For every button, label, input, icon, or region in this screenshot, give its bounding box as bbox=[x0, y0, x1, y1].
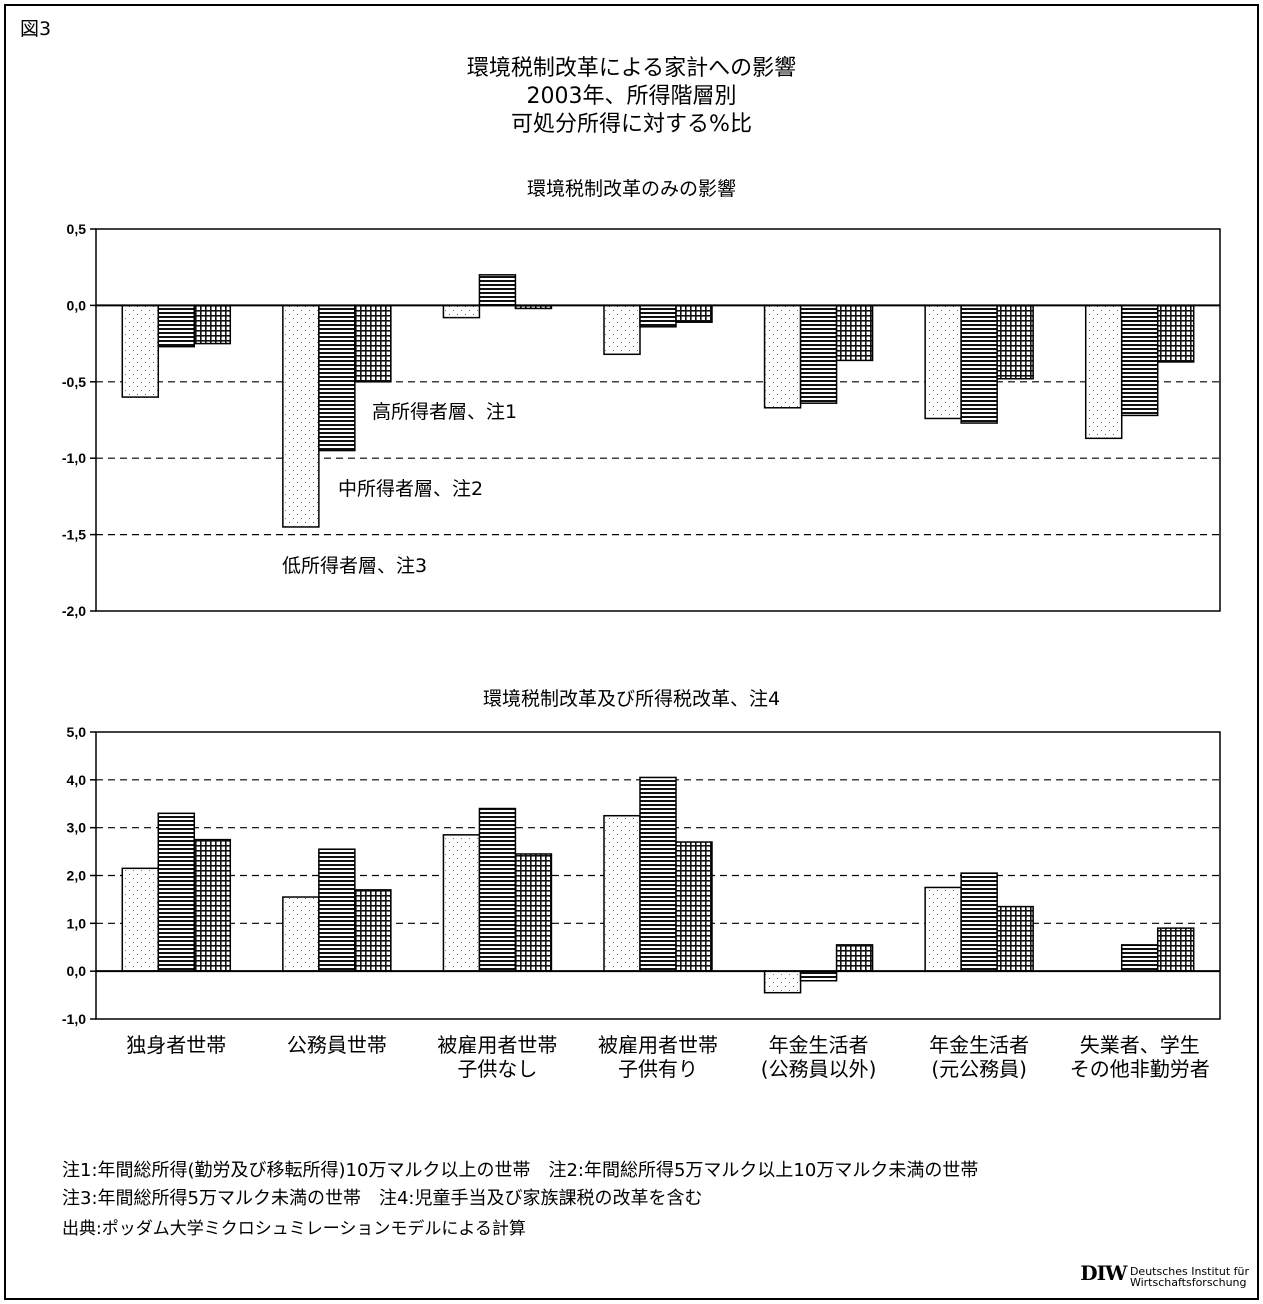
y-tick-label: 2,0 bbox=[67, 868, 87, 884]
logo-text-1: Deutsches Institut für bbox=[1129, 1265, 1249, 1278]
bar-low-6 bbox=[924, 304, 962, 420]
bar-mid-6 bbox=[960, 304, 998, 424]
figure-frame bbox=[4, 4, 1259, 1300]
panel-1-title: 環境税制改革のみの影響 bbox=[526, 178, 736, 200]
bar-high-1 bbox=[193, 304, 232, 345]
bar-low-1 bbox=[121, 867, 160, 972]
bar-mid-2 bbox=[318, 304, 356, 452]
bar-high-6 bbox=[996, 304, 1034, 380]
category-label-5: (公務員以外) bbox=[761, 1057, 877, 1081]
logo-text-2: Wirtschaftsforschung bbox=[1129, 1276, 1247, 1289]
y-tick-label: 0,5 bbox=[67, 221, 87, 237]
annotation-low: 低所得者層、注3 bbox=[282, 555, 427, 577]
bar-mid-5 bbox=[799, 304, 838, 404]
plot-area-1 bbox=[95, 228, 1221, 612]
source-note: 出典:ポッダム大学ミクロシュミレーションモデルによる計算 bbox=[62, 1219, 526, 1239]
y-tick-label: 5,0 bbox=[67, 724, 87, 740]
bar-low-4 bbox=[603, 304, 641, 356]
bar-mid-7 bbox=[1120, 944, 1159, 972]
category-label-3: 被雇用者世帯 bbox=[437, 1033, 557, 1057]
bar-mid-6 bbox=[960, 872, 998, 972]
category-label-3: 子供なし bbox=[457, 1057, 537, 1081]
figure-label: 図3 bbox=[20, 18, 52, 40]
bar-high-7 bbox=[1156, 927, 1195, 972]
y-tick-label: 0,0 bbox=[67, 297, 87, 313]
bar-low-5 bbox=[763, 304, 802, 409]
bar-mid-5 bbox=[799, 970, 838, 982]
diw-logo: DIW Deutsches Institut für Wirtschaftsfo… bbox=[1080, 1261, 1249, 1288]
y-tick-label: 0,0 bbox=[67, 963, 87, 979]
bar-mid-1 bbox=[157, 304, 196, 348]
bar-high-3 bbox=[514, 853, 553, 972]
bar-mid-3 bbox=[478, 807, 517, 972]
bar-high-5 bbox=[835, 304, 874, 362]
category-label-4: 子供有り bbox=[618, 1057, 698, 1081]
category-label-2: 公務員世帯 bbox=[287, 1033, 387, 1057]
bar-mid-3 bbox=[478, 274, 517, 307]
y-tick-label: -1,0 bbox=[62, 1011, 86, 1027]
annotation-mid: 中所得者層、注2 bbox=[338, 478, 483, 500]
bar-high-1 bbox=[193, 838, 232, 972]
bar-high-7 bbox=[1156, 304, 1195, 363]
bar-mid-2 bbox=[318, 848, 356, 972]
y-tick-label: -1,5 bbox=[62, 527, 86, 543]
bar-high-2 bbox=[354, 304, 392, 383]
annotation-high: 高所得者層、注1 bbox=[372, 401, 517, 423]
bar-low-2 bbox=[282, 304, 320, 528]
category-label-5: 年金生活者 bbox=[769, 1033, 869, 1057]
bar-high-2 bbox=[354, 889, 392, 972]
note-line-2: 注3:年間総所得5万マルク未満の世帯 注4:児童手当及び家族課税の改革を含む bbox=[62, 1188, 703, 1209]
y-tick-label: -1,0 bbox=[62, 450, 86, 466]
chart-title-line-1: 環境税制改革による家計への影響 bbox=[466, 56, 797, 81]
bar-mid-4 bbox=[639, 776, 677, 972]
bar-low-2 bbox=[282, 896, 320, 972]
bar-high-5 bbox=[835, 944, 874, 972]
bar-low-5 bbox=[763, 970, 802, 994]
bar-high-6 bbox=[996, 905, 1034, 972]
y-tick-label: -0,5 bbox=[62, 374, 86, 390]
category-label-7: その他非勤労者 bbox=[1070, 1057, 1210, 1081]
chart-title-line-2: 2003年、所得階層別 bbox=[526, 84, 737, 109]
bar-high-4 bbox=[675, 841, 713, 972]
panel-2-title: 環境税制改革及び所得税改革、注4 bbox=[482, 688, 781, 710]
bar-low-7 bbox=[1084, 304, 1123, 440]
y-tick-label: 3,0 bbox=[67, 820, 87, 836]
chart-title-line-3: 可処分所得に対する%比 bbox=[511, 112, 752, 137]
y-tick-label: -2,0 bbox=[62, 603, 86, 619]
bar-mid-1 bbox=[157, 812, 196, 972]
bar-high-4 bbox=[675, 304, 713, 323]
bar-low-4 bbox=[603, 814, 641, 972]
bar-mid-7 bbox=[1120, 304, 1159, 417]
category-label-4: 被雇用者世帯 bbox=[598, 1033, 718, 1057]
bar-low-3 bbox=[442, 834, 481, 972]
category-label-1: 独身者世帯 bbox=[126, 1033, 226, 1057]
logo-mark: DIW bbox=[1080, 1261, 1127, 1285]
bar-mid-4 bbox=[639, 304, 677, 328]
category-label-6: (元公務員) bbox=[931, 1057, 1027, 1081]
category-label-7: 失業者、学生 bbox=[1080, 1033, 1200, 1057]
y-tick-label: 1,0 bbox=[67, 915, 87, 931]
bar-low-6 bbox=[924, 886, 962, 972]
note-line-1: 注1:年間総所得(勤労及び移転所得)10万マルク以上の世帯 注2:年間総所得5万… bbox=[62, 1160, 979, 1181]
y-tick-label: 4,0 bbox=[67, 772, 87, 788]
bar-low-3 bbox=[442, 304, 481, 319]
bar-low-1 bbox=[121, 304, 160, 398]
category-label-6: 年金生活者 bbox=[929, 1033, 1029, 1057]
